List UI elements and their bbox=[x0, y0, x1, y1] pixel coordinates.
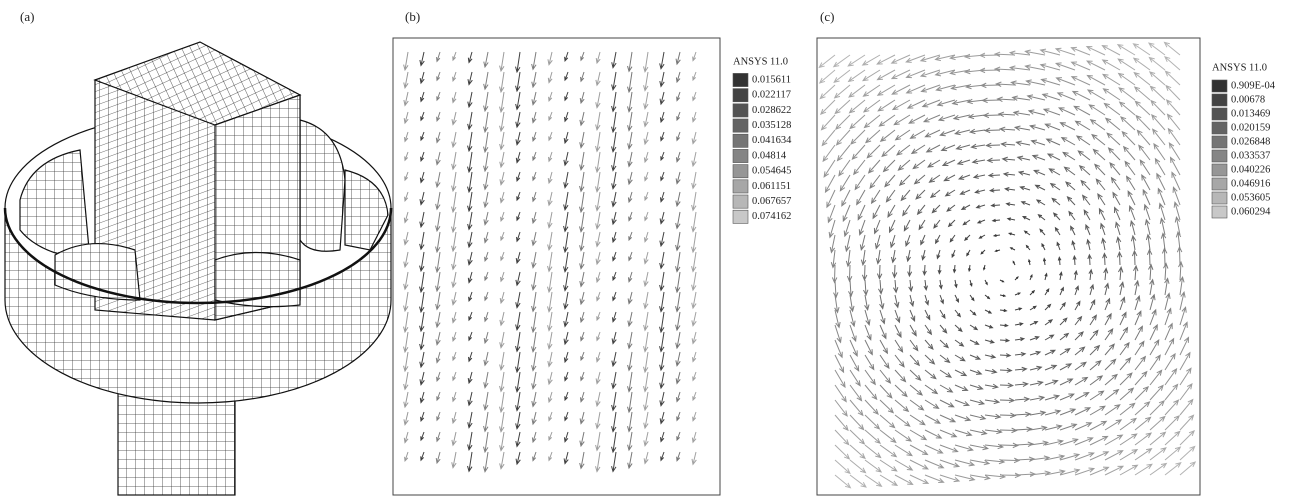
legend-label: 0.033537 bbox=[1231, 150, 1270, 161]
legend-label: 0.046916 bbox=[1231, 178, 1270, 189]
legend-label: 0.020159 bbox=[1231, 122, 1270, 133]
legend-label: 0.028622 bbox=[752, 105, 791, 116]
legend-title: ANSYS 11.0 bbox=[1212, 62, 1267, 73]
panel-label: (a) bbox=[20, 9, 34, 24]
legend: 0.015611 0.022117 0.028622 0.035128 0.041634… bbox=[733, 73, 792, 223]
legend-swatch bbox=[1212, 178, 1227, 190]
legend-swatch bbox=[1212, 136, 1227, 148]
legend-swatch bbox=[733, 195, 748, 208]
legend-label: 0.067657 bbox=[752, 196, 791, 207]
figure: (a) (b) ANSYS 11.0 0.015611 0.022117 0.028… bbox=[0, 0, 1297, 501]
panel-frame bbox=[817, 38, 1200, 495]
panel-frame bbox=[393, 38, 720, 495]
legend-label: 0.022117 bbox=[752, 90, 791, 101]
legend-swatch bbox=[1212, 108, 1227, 120]
panel-label: (c) bbox=[820, 9, 834, 24]
legend-swatch bbox=[1212, 94, 1227, 106]
legend-label: 0.013469 bbox=[1231, 108, 1270, 119]
legend-swatch bbox=[733, 165, 748, 178]
legend-title: ANSYS 11.0 bbox=[733, 56, 788, 67]
legend-label: 0.054645 bbox=[752, 166, 791, 177]
legend-swatch bbox=[733, 134, 748, 147]
legend-label: 0.040226 bbox=[1231, 164, 1270, 175]
legend-swatch bbox=[733, 180, 748, 193]
legend-label: 0.074162 bbox=[752, 211, 791, 222]
legend-swatch bbox=[733, 73, 748, 86]
legend-swatch bbox=[733, 119, 748, 132]
legend-label: 0.026848 bbox=[1231, 136, 1270, 147]
legend-swatch bbox=[1212, 80, 1227, 92]
mesh-model bbox=[5, 42, 391, 495]
legend: 0.909E-04 0.00678 0.013469 0.020159 0.026848… bbox=[1212, 80, 1276, 218]
legend-swatch bbox=[733, 210, 748, 223]
legend-label: 0.04814 bbox=[752, 150, 787, 161]
legend-swatch bbox=[733, 89, 748, 102]
panel-label: (b) bbox=[405, 9, 420, 24]
legend-swatch bbox=[733, 104, 748, 117]
legend-label: 0.035128 bbox=[752, 120, 791, 131]
legend-label: 0.00678 bbox=[1231, 94, 1265, 105]
legend-swatch bbox=[733, 149, 748, 162]
legend-label: 0.053605 bbox=[1231, 192, 1270, 203]
legend-label: 0.041634 bbox=[752, 135, 792, 146]
legend-swatch bbox=[1212, 164, 1227, 176]
legend-swatch bbox=[1212, 206, 1227, 218]
legend-swatch bbox=[1212, 122, 1227, 134]
legend-label: 0.909E-04 bbox=[1231, 80, 1276, 91]
legend-swatch bbox=[1212, 150, 1227, 162]
legend-swatch bbox=[1212, 192, 1227, 204]
legend-label: 0.060294 bbox=[1231, 206, 1271, 217]
legend-label: 0.015611 bbox=[752, 74, 791, 85]
legend-label: 0.061151 bbox=[752, 181, 791, 192]
